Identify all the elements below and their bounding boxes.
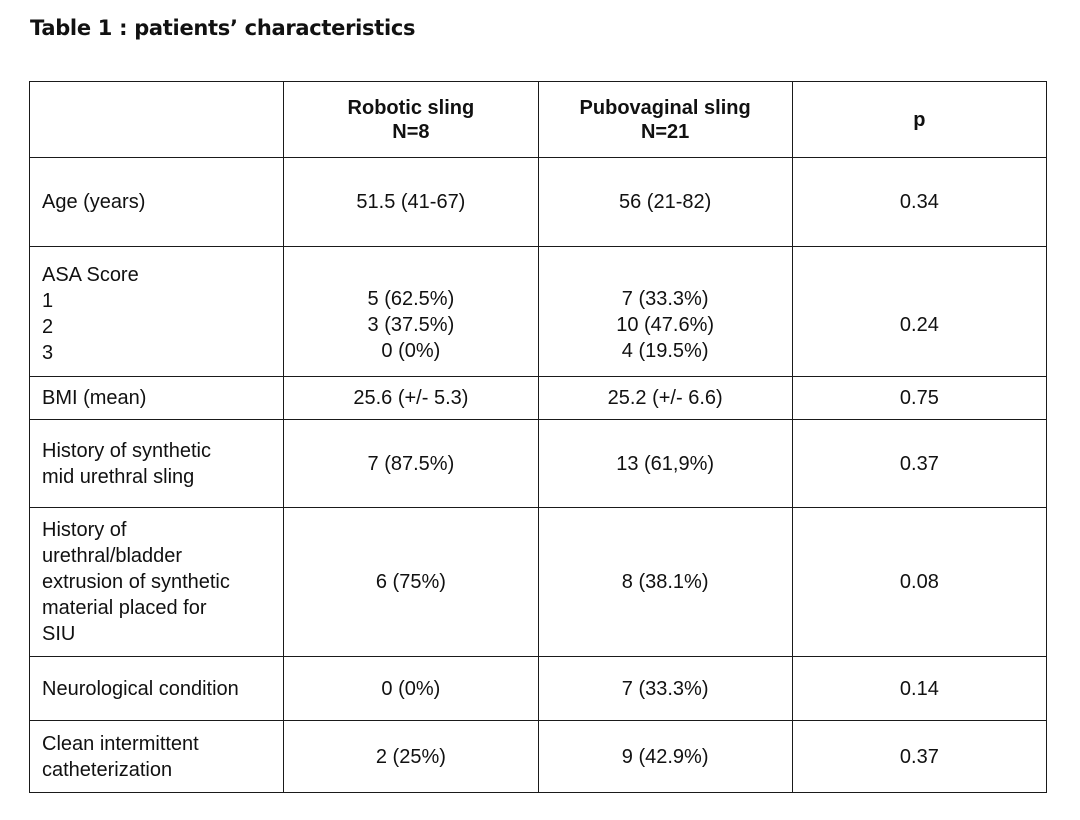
age-pubovaginal: 56 (21-82) <box>537 157 793 247</box>
asa-robotic-1: 5 (62.5%) <box>367 287 455 310</box>
asa-label-cell: ASA Score 1 2 3 <box>28 246 285 377</box>
asa-robotic-cell: 5 (62.5%) 3 (37.5%) 0 (0%) <box>283 246 539 377</box>
history-extrusion-label-line-1: History of <box>42 519 127 541</box>
age-label: Age (years) <box>28 157 285 247</box>
asa-level-3: 3 <box>42 341 54 364</box>
cic-label-line-1: Clean intermittent <box>42 732 199 755</box>
cic-label-line-2: catheterization <box>42 758 173 781</box>
bmi-p: 0.75 <box>791 376 1048 420</box>
header-pubovaginal-label: Pubovaginal sling <box>579 96 751 119</box>
header-empty-cell <box>28 81 285 158</box>
asa-pubovaginal-1: 7 (33.3%) <box>621 287 709 310</box>
neuro-label: Neurological condition <box>28 656 285 721</box>
history-extrusion-label: History of urethral/bladder extrusion of… <box>28 507 285 657</box>
history-extrusion-label-line-4: material placed for <box>42 597 207 619</box>
asa-label: ASA Score <box>42 263 139 286</box>
neuro-p: 0.14 <box>791 656 1048 721</box>
history-extrusion-label-line-2: urethral/bladder <box>42 545 183 567</box>
header-robotic-sling: Robotic sling N=8 <box>283 81 539 158</box>
age-p: 0.34 <box>791 157 1048 247</box>
history-extrusion-label-line-5: SIU <box>42 623 76 645</box>
table-row-asa: ASA Score 1 2 3 5 (62.5%) 3 (37.5%) 0 (0… <box>28 246 1048 377</box>
table-row-neurological: Neurological condition 0 (0%) 7 (33.3%) … <box>28 656 1048 721</box>
neuro-robotic: 0 (0%) <box>283 656 539 721</box>
header-pubovaginal-sling: Pubovaginal sling N=21 <box>537 81 793 158</box>
table-row-history-extrusion: History of urethral/bladder extrusion of… <box>28 507 1048 657</box>
cic-robotic: 2 (25%) <box>283 720 539 793</box>
table-row-bmi: BMI (mean) 25.6 (+/- 5.3) 25.2 (+/- 6.6)… <box>28 376 1048 420</box>
age-robotic: 51.5 (41-67) <box>283 157 539 247</box>
asa-pubovaginal-cell: 7 (33.3%) 10 (47.6%) 4 (19.5%) <box>537 246 793 377</box>
history-sling-robotic: 7 (87.5%) <box>283 419 539 508</box>
header-pubovaginal-n: N=21 <box>640 120 690 143</box>
header-row: Robotic sling N=8 Pubovaginal sling N=21… <box>28 81 1048 158</box>
history-sling-pubovaginal: 13 (61,9%) <box>537 419 793 508</box>
history-sling-label-line-1: History of synthetic <box>42 439 211 462</box>
history-extrusion-label-line-3: extrusion of synthetic <box>42 571 230 593</box>
history-extrusion-robotic: 6 (75%) <box>283 507 539 657</box>
table-row-cic: Clean intermittent catheterization 2 (25… <box>28 720 1048 793</box>
history-extrusion-pubovaginal: 8 (38.1%) <box>537 507 793 657</box>
history-extrusion-p: 0.08 <box>791 507 1048 657</box>
cic-label: Clean intermittent catheterization <box>28 720 285 793</box>
bmi-label: BMI (mean) <box>28 376 285 420</box>
patients-characteristics-table: Robotic sling N=8 Pubovaginal sling N=21… <box>28 81 1048 793</box>
neuro-pubovaginal: 7 (33.3%) <box>537 656 793 721</box>
history-sling-label: History of synthetic mid urethral sling <box>28 419 285 508</box>
asa-robotic-2: 3 (37.5%) <box>367 313 455 336</box>
header-p-value: p <box>791 81 1048 158</box>
asa-pubovaginal-3: 4 (19.5%) <box>621 339 709 362</box>
asa-level-2: 2 <box>42 315 54 338</box>
header-robotic-n: N=8 <box>392 120 430 143</box>
asa-level-1: 1 <box>42 289 54 312</box>
bmi-pubovaginal: 25.2 (+/- 6.6) <box>537 376 793 420</box>
asa-robotic-3: 0 (0%) <box>381 339 441 362</box>
header-robotic-label: Robotic sling <box>347 96 475 119</box>
cic-pubovaginal: 9 (42.9%) <box>537 720 793 793</box>
cic-p: 0.37 <box>791 720 1048 793</box>
history-sling-p: 0.37 <box>791 419 1048 508</box>
table-title: Table 1 : patients’ characteristics <box>30 16 416 40</box>
history-sling-label-line-2: mid urethral sling <box>42 465 195 488</box>
asa-pubovaginal-2: 10 (47.6%) <box>616 313 715 336</box>
table-row-age: Age (years) 51.5 (41-67) 56 (21-82) 0.34 <box>28 157 1048 247</box>
bmi-robotic: 25.6 (+/- 5.3) <box>283 376 539 420</box>
asa-p: 0.24 <box>791 246 1048 377</box>
table-row-history-sling: History of synthetic mid urethral sling … <box>28 419 1048 508</box>
